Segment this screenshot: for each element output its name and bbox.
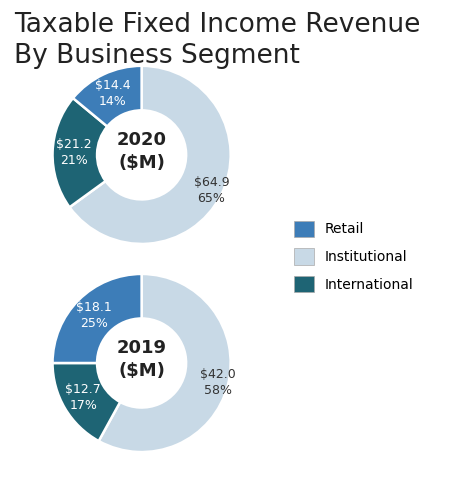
Text: $18.1
25%: $18.1 25% <box>76 301 111 330</box>
Text: $12.7
17%: $12.7 17% <box>66 383 101 412</box>
Legend: Retail, Institutional, International: Retail, Institutional, International <box>290 216 418 297</box>
Wedge shape <box>52 274 142 363</box>
Text: Taxable Fixed Income Revenue
By Business Segment: Taxable Fixed Income Revenue By Business… <box>14 12 421 69</box>
Wedge shape <box>73 66 142 126</box>
Wedge shape <box>52 363 120 441</box>
Wedge shape <box>69 66 231 244</box>
Text: $21.2
21%: $21.2 21% <box>56 138 92 167</box>
Text: $42.0
58%: $42.0 58% <box>200 368 236 397</box>
Text: 2019
($M): 2019 ($M) <box>117 339 167 380</box>
Text: 2020
($M): 2020 ($M) <box>117 131 167 172</box>
Wedge shape <box>52 98 107 207</box>
Text: $14.4
14%: $14.4 14% <box>95 79 131 108</box>
Text: $64.9
65%: $64.9 65% <box>194 176 229 205</box>
Wedge shape <box>99 274 231 452</box>
